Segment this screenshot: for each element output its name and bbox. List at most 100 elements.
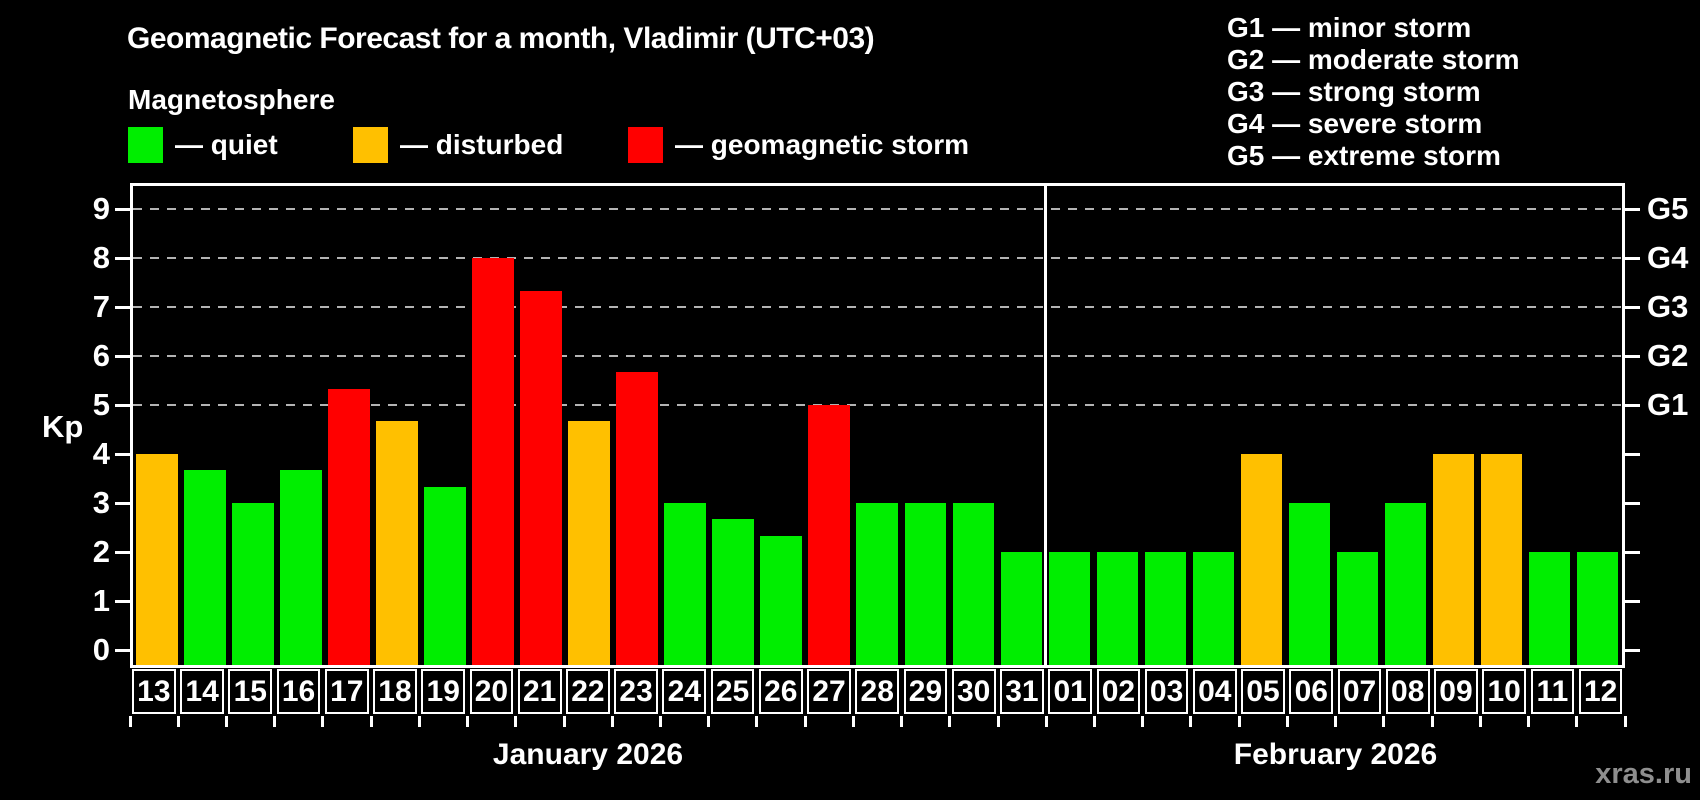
bar-jan-14 [184,470,226,665]
day-label-17: 17 [324,669,369,714]
bottom-axis-tick-15 [851,716,855,727]
legend-item-quiet: — quiet [128,126,278,164]
bar-jan-23 [616,372,658,665]
day-label-30: 30 [951,669,996,714]
bar-jan-27 [808,405,850,665]
day-label-16: 16 [276,669,321,714]
bottom-axis-tick-20 [1093,716,1097,727]
bar-feb-08 [1384,503,1427,665]
bar-feb-11 [1528,552,1571,665]
y-tick-right-8 [1625,256,1640,260]
y-tick-label-2: 2 [92,534,110,569]
legend-label-disturbed: — disturbed [400,129,564,160]
month-label-january: January 2026 [492,738,684,771]
bottom-axis-tick-12 [707,716,711,727]
g-legend-line-g4: G4 — severe storm [1227,108,1483,139]
g-scale-legend: G1 — minor storm G2 — moderate storm G3 … [1227,12,1520,172]
right-axis-label-g1: G1 [1647,387,1689,422]
g-legend-line-g1: G1 — minor storm [1227,12,1472,43]
day-label-27: 27 [807,669,851,714]
bar-jan-17 [328,388,370,665]
y-tick-label-6: 6 [92,338,110,373]
bottom-axis-tick-21 [1141,716,1145,727]
y-tick-right-7 [1625,305,1640,309]
y-tick-left-9 [115,207,130,211]
bar-feb-06 [1288,503,1331,665]
bottom-axis-tick-29 [1527,716,1531,727]
bottom-axis-tick-9 [562,716,566,727]
bottom-axis-tick-30 [1575,716,1579,727]
y-tick-right-1 [1625,599,1640,603]
right-axis-label-g4: G4 [1647,240,1689,275]
day-label-11: 11 [1530,669,1575,714]
y-tick-left-0 [115,648,130,652]
bar-jan-29 [904,503,947,665]
y-tick-left-2 [115,550,130,554]
day-label-14: 14 [180,669,224,714]
day-label-29: 29 [903,669,948,714]
day-label-06: 06 [1289,669,1334,714]
day-label-01: 01 [1048,669,1092,714]
y-tick-right-5 [1625,403,1640,407]
y-tick-right-2 [1625,550,1640,554]
bar-jan-25 [712,519,754,665]
bottom-axis-tick-4 [321,716,325,727]
disturbed-color-swatch [353,127,388,163]
bottom-axis-tick-16 [900,716,904,727]
day-label-21: 21 [517,669,562,714]
y-tick-label-5: 5 [92,387,110,422]
bottom-axis-tick-19 [1044,716,1048,727]
bar-feb-09 [1432,454,1475,665]
bar-jan-30 [952,503,995,665]
bar-jan-22 [568,421,610,665]
g-legend-line-g3: G3 — strong storm [1227,76,1481,107]
y-tick-label-4: 4 [92,436,110,471]
day-label-09: 09 [1434,669,1478,714]
gridline-kp-9 [133,208,1622,210]
bar-jan-20 [472,258,514,665]
bar-jan-18 [376,421,418,665]
day-label-24: 24 [662,669,707,714]
y-tick-left-5 [115,403,130,407]
day-label-13: 13 [132,669,176,714]
bar-feb-07 [1336,552,1379,665]
chart-subtitle: Magnetosphere [128,84,335,115]
y-tick-left-6 [115,354,130,358]
bottom-axis-tick-11 [658,716,662,727]
g-legend-line-g2: G2 — moderate storm [1227,44,1520,75]
bottom-axis-tick-26 [1382,716,1386,727]
month-separator [1044,186,1048,665]
bar-jan-26 [760,535,802,665]
y-tick-left-1 [115,599,130,603]
bar-jan-15 [232,503,274,665]
y-tick-left-4 [115,452,130,456]
y-tick-right-9 [1625,207,1640,211]
quiet-color-swatch [128,127,163,163]
bottom-axis-tick-10 [610,716,614,727]
bar-feb-10 [1480,454,1523,665]
bottom-axis-tick-17 [948,716,952,727]
gridline-kp-5 [133,404,1622,406]
legend-item-storm: — geomagnetic storm [628,126,969,164]
day-label-25: 25 [710,669,755,714]
day-label-15: 15 [228,669,273,714]
y-tick-left-8 [115,256,130,260]
day-label-04: 04 [1192,669,1237,714]
day-label-12: 12 [1578,669,1623,714]
y-tick-right-6 [1625,354,1640,358]
bottom-axis-tick-23 [1237,716,1241,727]
bottom-axis-tick-22 [1189,716,1193,727]
day-label-19: 19 [421,669,466,714]
day-label-23: 23 [614,669,658,714]
bar-jan-13 [136,454,178,665]
bar-feb-01 [1048,552,1091,665]
watermark: xras.ru [1595,758,1692,790]
bottom-axis-tick-6 [417,716,421,727]
bar-feb-12 [1576,552,1619,665]
y-tick-label-1: 1 [92,583,110,618]
bar-feb-03 [1144,552,1187,665]
day-label-05: 05 [1241,669,1285,714]
y-tick-label-8: 8 [92,240,110,275]
bottom-axis-tick-24 [1285,716,1289,727]
